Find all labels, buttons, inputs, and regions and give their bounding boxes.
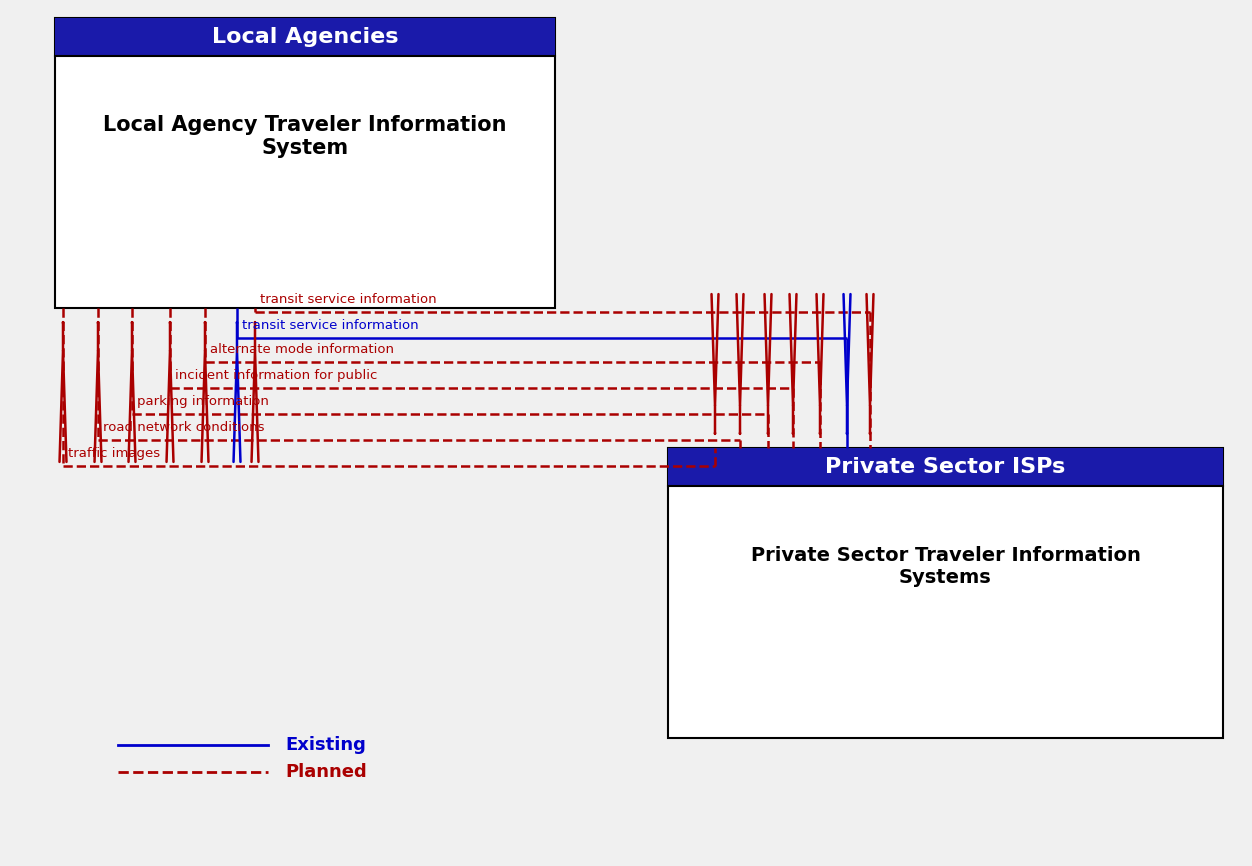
Text: Local Agencies: Local Agencies: [212, 27, 398, 47]
Bar: [55, 18, 555, 56]
Text: Planned: Planned: [285, 763, 367, 781]
Text: incident information for public: incident information for public: [175, 369, 377, 382]
Bar: [669, 448, 1223, 486]
Text: Existing: Existing: [285, 736, 366, 754]
Text: Local Agency Traveler Information
System: Local Agency Traveler Information System: [103, 115, 507, 158]
Bar: [55, 18, 555, 308]
Text: Private Sector Traveler Information
Systems: Private Sector Traveler Information Syst…: [750, 546, 1141, 587]
Bar: [669, 448, 1223, 738]
Text: Private Sector ISPs: Private Sector ISPs: [825, 457, 1065, 477]
Text: parking information: parking information: [136, 395, 269, 408]
Text: transit service information: transit service information: [260, 293, 437, 306]
Text: alternate mode information: alternate mode information: [210, 343, 394, 356]
Text: traffic images: traffic images: [68, 447, 160, 460]
Text: transit service information: transit service information: [242, 319, 418, 332]
Text: road network conditions: road network conditions: [103, 421, 264, 434]
